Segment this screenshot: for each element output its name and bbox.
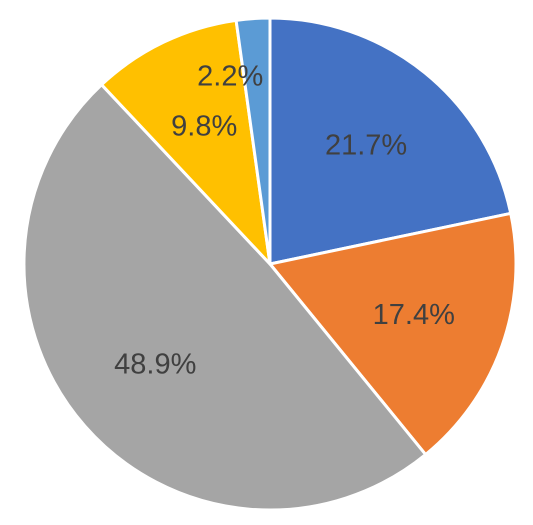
pie-slice-5: [234, 16, 272, 266]
pie-slice-3: [22, 83, 428, 512]
pie-data-label-1: 21.7%: [325, 130, 407, 162]
pie-data-label-4: 9.8%: [171, 110, 237, 142]
pie-slices: [22, 16, 518, 512]
pie-data-label-5: 2.2%: [197, 60, 263, 92]
pie-slice-2: [268, 211, 518, 457]
pie-data-labels: 21.7% 17.4% 48.9% 9.8% 2.2%: [114, 60, 455, 380]
pie-slice-1: [268, 16, 513, 266]
pie-slice-4: [100, 18, 272, 266]
pie-data-label-3: 48.9%: [114, 349, 196, 381]
pie-data-label-2: 17.4%: [373, 299, 455, 331]
